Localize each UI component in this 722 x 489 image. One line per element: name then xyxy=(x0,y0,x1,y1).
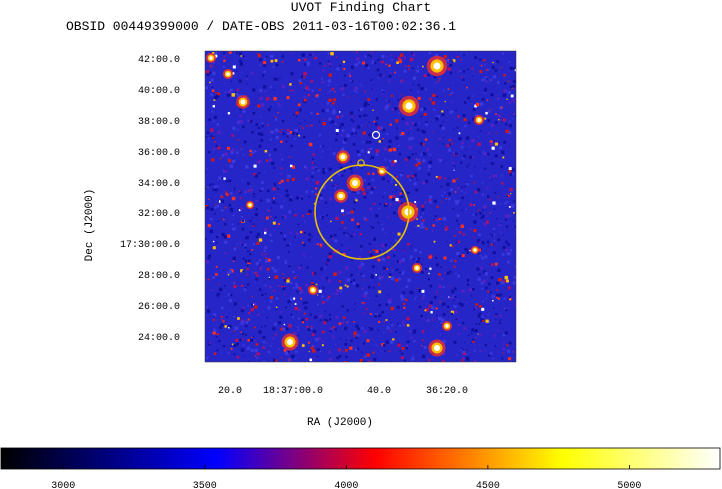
y-tick-label: 40:00.0 xyxy=(138,86,180,97)
y-axis-ticks: 42:00.0 40:00.0 38:00.0 36:00.0 34:00.0 32:00… xyxy=(120,55,180,344)
colorbar-tick-label: 3500 xyxy=(193,481,217,489)
colorbar-tick-label: 4000 xyxy=(334,481,358,489)
x-axis-label: RA (J2000) xyxy=(307,417,373,429)
x-tick-label: 36:20.0 xyxy=(426,386,468,397)
y-tick-label: 32:00.0 xyxy=(138,209,180,220)
chart-subtitle: OBSID 00449399000 / DATE-OBS 2011-03-16T… xyxy=(66,19,457,34)
chart-title: UVOT Finding Chart xyxy=(290,0,432,15)
x-tick-label: 40.0 xyxy=(367,386,391,397)
error-circle-overlay xyxy=(314,164,410,260)
colorbar-tick-label: 3000 xyxy=(51,481,75,489)
sky-image[interactable] xyxy=(205,51,518,365)
y-tick-label: 17:30:00.0 xyxy=(120,240,180,251)
y-tick-label: 24:00.0 xyxy=(138,333,180,344)
colorbar-ticks: 3000 3500 4000 4500 5000 xyxy=(51,465,641,489)
colorbar xyxy=(0,447,721,470)
y-tick-label: 34:00.0 xyxy=(138,179,180,190)
image-frame xyxy=(204,50,517,363)
stars-layer xyxy=(205,52,485,357)
colorbar-tick-label: 5000 xyxy=(617,481,641,489)
y-tick-label: 28:00.0 xyxy=(138,271,180,282)
x-tick-label: 18:37:00.0 xyxy=(263,386,323,397)
y-tick-label: 26:00.0 xyxy=(138,302,180,313)
small-white-circle-marker xyxy=(371,130,381,140)
y-tick-label: 38:00.0 xyxy=(138,117,180,128)
x-tick-label: 20.0 xyxy=(218,386,242,397)
y-axis-label: Dec (J2000) xyxy=(84,189,96,262)
colorbar-tick-label: 4500 xyxy=(476,481,500,489)
x-axis-ticks: 20.0 18:37:00.0 40.0 36:20.0 xyxy=(218,386,468,397)
small-yellow-circle-marker xyxy=(357,159,365,167)
y-tick-label: 42:00.0 xyxy=(138,55,180,66)
y-tick-label: 36:00.0 xyxy=(138,148,180,159)
